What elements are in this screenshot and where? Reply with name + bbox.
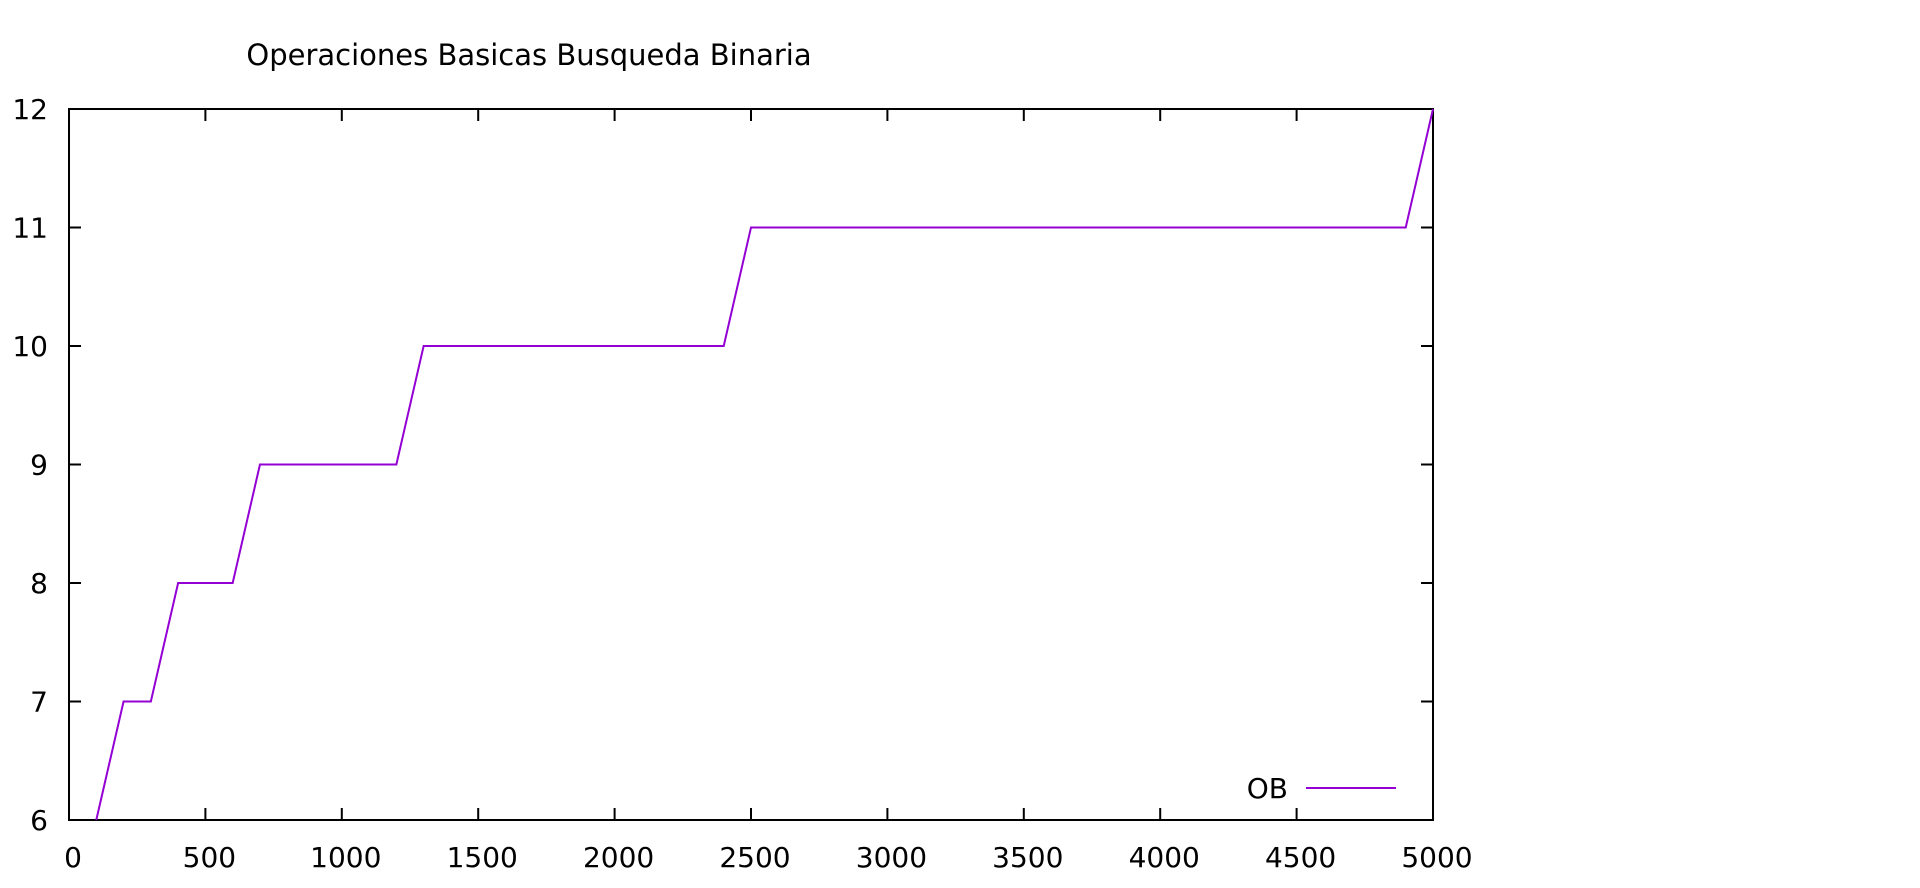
x-tick-label: 2500 [719,841,790,874]
y-tick-label: 6 [30,804,48,837]
x-tick-label: 1000 [310,841,381,874]
y-tick-label: 9 [30,449,48,482]
x-tick-label: 2000 [583,841,654,874]
x-tick-label: 4000 [1129,841,1200,874]
y-tick-label: 7 [30,686,48,719]
ticks-layer: 0 500 1000 1500 2000 2500 3000 3500 4000 4500 5000… [12,93,1472,874]
x-tick-label: 5000 [1401,841,1472,874]
series-layer [95,108,1434,821]
x-tick-label: 3500 [992,841,1063,874]
plot-frame [68,108,1434,821]
chart-title: Operaciones Basicas Busqueda Binaria [246,38,811,72]
series-line-ob [95,108,1434,821]
legend: OB [1247,772,1396,805]
x-tick-label: 500 [183,841,236,874]
y-tick-label: 10 [12,330,48,363]
y-tick-label: 12 [12,93,48,126]
legend-label-ob: OB [1247,772,1288,805]
y-tick-label: 11 [12,212,48,245]
x-tick-label: 4500 [1265,841,1336,874]
x-tick-label: 1500 [447,841,518,874]
x-tick-label: 0 [64,841,82,874]
y-tick-label: 8 [30,567,48,600]
x-tick-label: 3000 [856,841,927,874]
